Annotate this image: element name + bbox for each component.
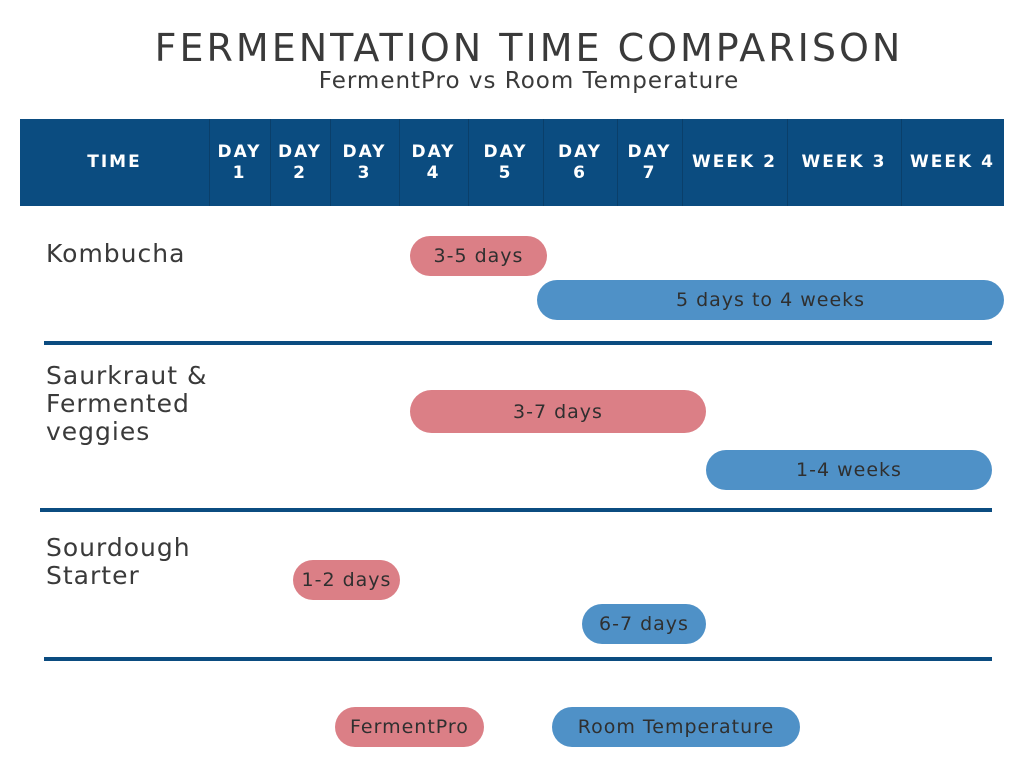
header-column: WEEK 4 [910, 152, 995, 172]
duration-bar: 6-7 days [582, 604, 706, 644]
duration-bar: 3-7 days [410, 390, 706, 433]
header-column: DAY 7 [627, 141, 672, 183]
duration-bar: 1-4 weeks [706, 450, 992, 490]
header-separator [468, 119, 469, 206]
header-separator [330, 119, 331, 206]
header-separator [682, 119, 683, 206]
header-column: DAY 1 [217, 141, 262, 183]
chart-subtitle: FermentPro vs Room Temperature [318, 68, 740, 94]
legend-fermentpro: FermentPro [335, 707, 484, 747]
row-divider [40, 508, 992, 512]
header-separator [617, 119, 618, 206]
duration-bar: 3-5 days [410, 236, 547, 276]
duration-bar: 1-2 days [293, 560, 400, 600]
header-column: WEEK 3 [801, 152, 887, 172]
row-label-kombucha: Kombucha [46, 239, 186, 268]
duration-bar: 5 days to 4 weeks [537, 280, 1004, 320]
header-column: DAY 2 [278, 141, 322, 183]
row-label-sourdough: Sourdough Starter [46, 533, 191, 590]
header-separator [399, 119, 400, 206]
header-separator [209, 119, 210, 206]
legend-room-temperature: Room Temperature [552, 707, 800, 747]
header-separator [787, 119, 788, 206]
row-divider [44, 657, 992, 661]
chart-title: FERMENTATION TIME COMPARISON [154, 26, 904, 70]
timeline-header: TIME DAY 1 DAY 2 DAY 3 DAY 4 DAY 5 DAY 6 DAY 7… [20, 119, 1004, 206]
row-label-saurkraut: Saurkraut & Fermented veggies [46, 361, 208, 446]
header-time-label: TIME [87, 152, 142, 172]
header-column: WEEK 2 [692, 152, 777, 172]
header-column: DAY 5 [483, 141, 528, 183]
header-separator [270, 119, 271, 206]
row-divider [44, 341, 992, 345]
header-separator [901, 119, 902, 206]
header-column: DAY 4 [411, 141, 456, 183]
header-separator [543, 119, 544, 206]
header-column: DAY 6 [558, 141, 602, 183]
header-column: DAY 3 [342, 141, 387, 183]
